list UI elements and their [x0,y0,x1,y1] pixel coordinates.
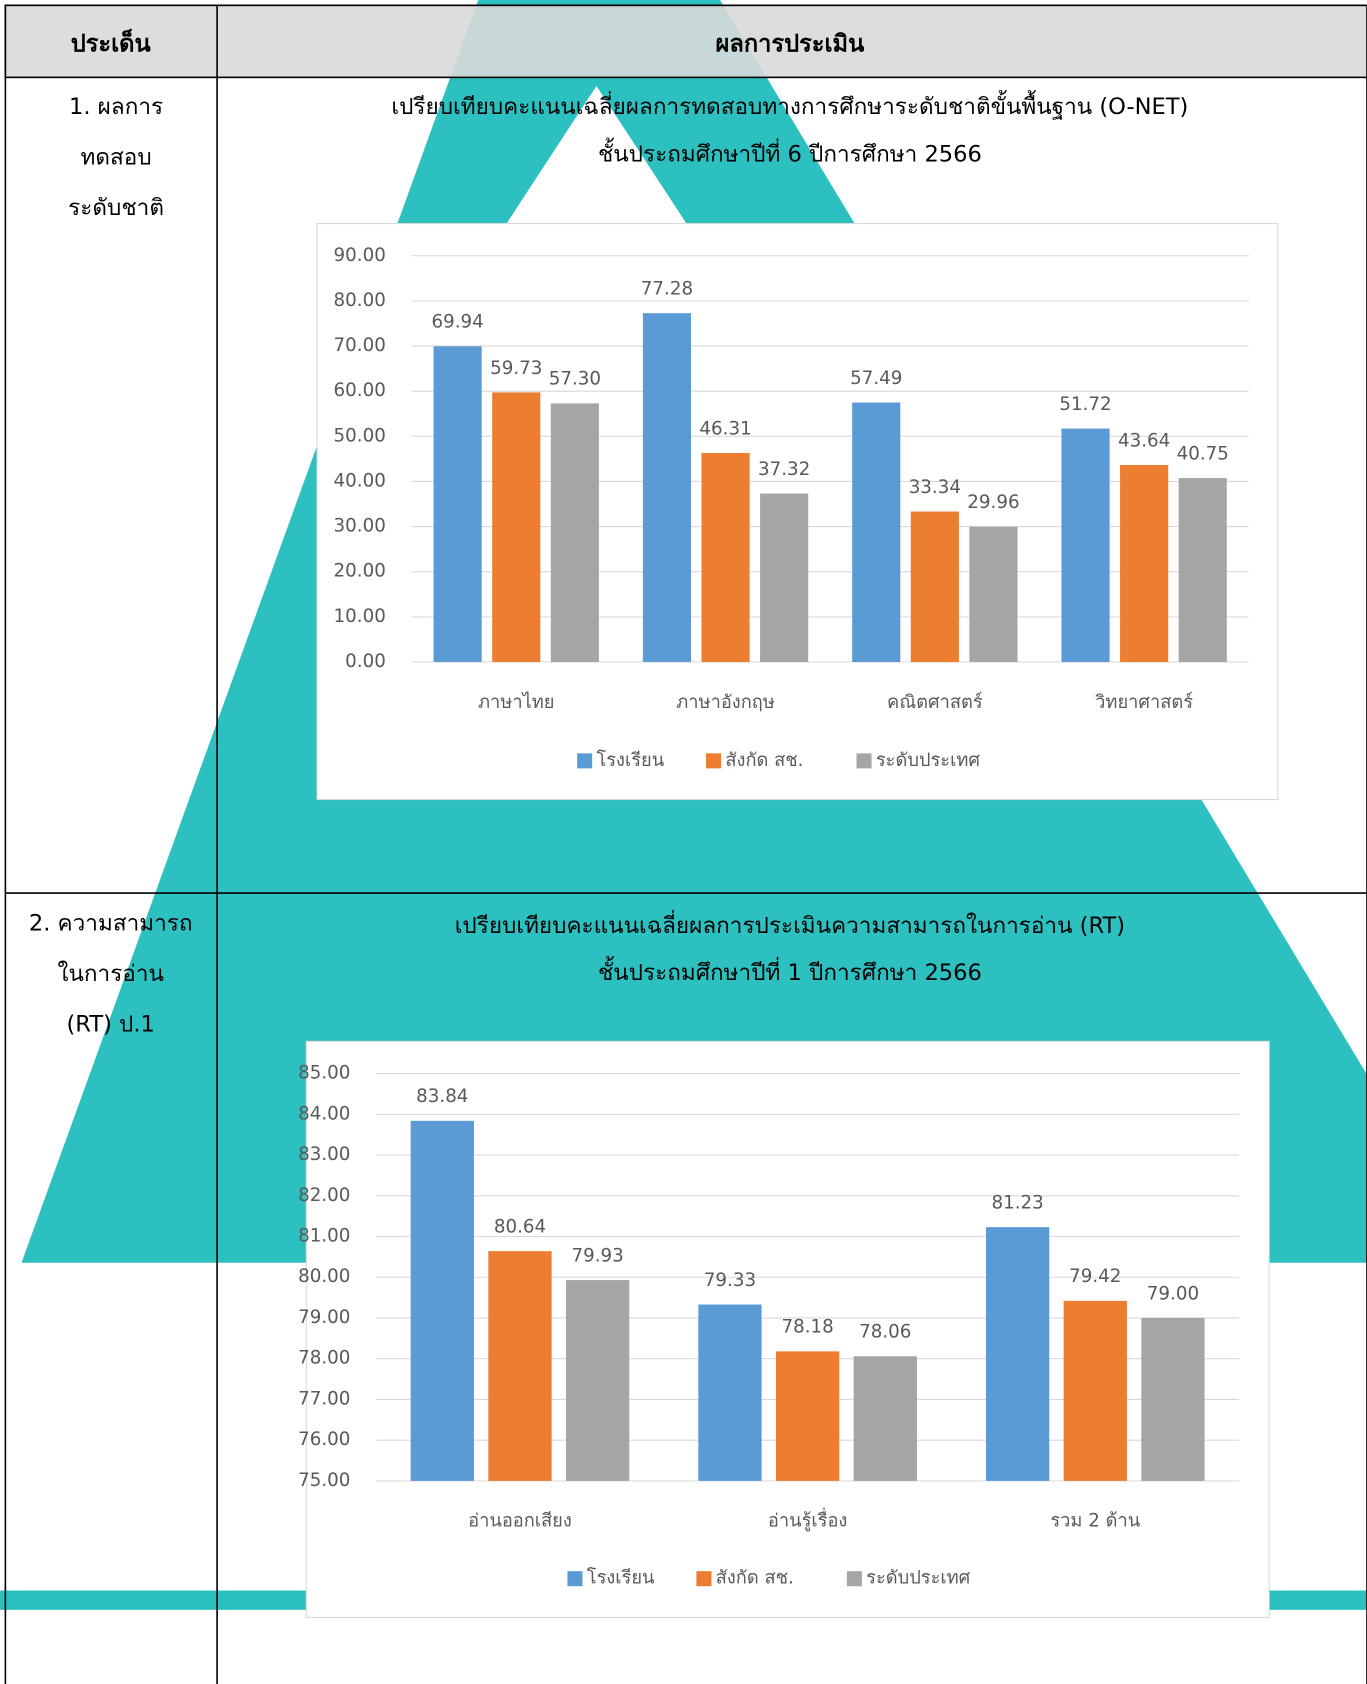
bar [488,1251,552,1481]
x-tick-label: คณิตศาสตร์ [887,692,983,713]
bar [1178,478,1227,662]
topic-line: ทดสอบ [81,144,152,170]
y-tick-label: 82.00 [298,1185,350,1206]
legend-swatch [856,753,872,769]
legend-swatch [567,1571,583,1587]
y-tick-label: 79.00 [298,1307,350,1328]
data-label: 78.06 [859,1322,911,1343]
data-label: 81.23 [991,1192,1043,1213]
legend-swatch [577,753,593,769]
chart-title: เปรียบเทียบคะแนนเฉลี่ยผลการประเมินความสา… [455,909,1125,939]
data-label: 46.31 [699,418,751,439]
y-tick-label: 78.00 [298,1348,350,1369]
legend-label: สังกัด สช. [716,1568,794,1589]
bar [1120,465,1169,662]
legend-label: ระดับประเทศ [866,1568,970,1589]
topic-line: 1. ผลการ [69,94,163,120]
data-label: 80.64 [494,1217,546,1238]
y-tick-label: 40.00 [334,470,386,491]
topic-line: (RT) ป.1 [67,1012,155,1038]
topic-line: ระดับชาติ [68,195,164,221]
y-tick-label: 30.00 [334,516,386,537]
data-label: 79.33 [704,1270,756,1291]
data-label: 37.32 [758,459,810,480]
data-label: 43.64 [1118,430,1170,451]
data-label: 77.28 [641,279,693,300]
data-label: 29.96 [967,492,1019,513]
bar [701,452,750,662]
bar [969,526,1018,662]
bar [1061,428,1110,662]
bar [985,1227,1050,1481]
y-tick-label: 80.00 [298,1266,350,1287]
header-cell: ผลการประเมิน [716,30,865,58]
legend-label: ระดับประเทศ [876,750,980,771]
bar [550,403,599,662]
table [4,4,1367,1684]
x-tick-label: อ่านออกเสียง [468,1511,572,1532]
bar [852,402,901,662]
y-tick-label: 0.00 [345,651,386,672]
bar [433,346,482,662]
data-label: 59.73 [490,358,542,379]
header-cell: ประเด็น [71,29,151,58]
bar [642,313,692,662]
chart-subtitle: ชั้นประถมศึกษาปีที่ 1 ปีการศึกษา 2566 [598,956,982,986]
y-tick-label: 80.00 [334,290,386,311]
bar [910,511,959,662]
data-label: 51.72 [1059,394,1111,415]
y-tick-label: 85.00 [298,1063,350,1084]
legend-label: สังกัด สช. [725,750,803,771]
data-label: 57.49 [850,368,902,389]
y-tick-label: 50.00 [334,425,386,446]
bar [698,1304,762,1481]
bar [853,1356,917,1481]
y-tick-label: 20.00 [334,561,386,582]
legend-label: โรงเรียน [587,1567,655,1589]
y-tick-label: 90.00 [334,245,386,266]
bar [1063,1300,1127,1481]
bar [775,1351,840,1481]
y-tick-label: 70.00 [334,335,386,356]
legend-swatch [696,1571,712,1587]
y-tick-label: 77.00 [298,1388,350,1409]
data-label: 69.94 [432,312,484,333]
x-tick-label: อ่านรู้เรื่อง [768,1508,847,1532]
bar [565,1280,630,1481]
data-label: 79.42 [1069,1266,1121,1287]
data-label: 83.84 [416,1086,468,1107]
data-label: 79.93 [572,1245,624,1266]
data-label: 33.34 [909,477,961,498]
y-tick-label: 75.00 [298,1470,350,1491]
y-tick-label: 81.00 [298,1226,350,1247]
data-label: 57.30 [549,369,601,390]
bar [1141,1317,1205,1481]
chart-subtitle: ชั้นประถมศึกษาปีที่ 6 ปีการศึกษา 2566 [598,137,982,167]
topic-line: 2. ความสามารถ [29,911,193,937]
header-row [4,4,1367,79]
legend-swatch [706,753,722,769]
data-label: 40.75 [1177,443,1229,464]
legend-label: โรงเรียน [596,749,664,771]
y-tick-label: 76.00 [298,1429,350,1450]
x-tick-label: ภาษาไทย [478,691,554,713]
topic-line: ในการอ่าน [57,960,163,987]
y-tick-label: 83.00 [298,1144,350,1165]
data-label: 79.00 [1147,1283,1199,1304]
y-tick-label: 84.00 [298,1103,350,1124]
watermark-cutout [505,85,688,226]
y-tick-label: 10.00 [334,606,386,627]
x-tick-label: วิทยาศาสตร์ [1094,692,1193,713]
bar [410,1120,474,1481]
x-tick-label: ภาษาอังกฤษ [676,692,775,713]
bar [760,493,809,662]
x-tick-label: รวม 2 ด้าน [1050,1511,1140,1532]
y-tick-label: 60.00 [334,380,386,401]
bar [492,392,541,662]
data-label: 78.18 [781,1317,833,1338]
legend-swatch [846,1571,862,1587]
chart-title: เปรียบเทียบคะแนนเฉลี่ยผลการทดสอบทางการศึ… [391,90,1188,120]
